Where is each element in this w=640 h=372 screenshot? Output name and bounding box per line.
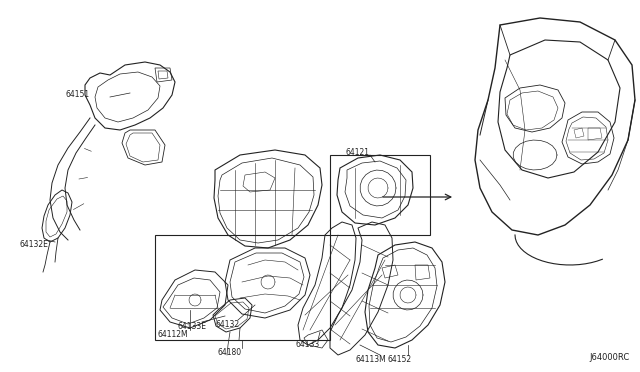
Text: 64121: 64121 (345, 148, 369, 157)
Text: 64113M: 64113M (355, 355, 386, 364)
Text: 64180: 64180 (218, 348, 242, 357)
Text: 64133: 64133 (296, 340, 320, 349)
Bar (155, 235, 330, 340)
Text: 64133E: 64133E (178, 322, 207, 331)
Text: 64112M: 64112M (157, 330, 188, 339)
Text: 64132: 64132 (215, 320, 239, 329)
Text: J64000RC: J64000RC (589, 353, 630, 362)
Text: 64152: 64152 (387, 355, 411, 364)
Text: 64151: 64151 (65, 90, 89, 99)
Bar (330, 155, 430, 235)
Text: 64132E: 64132E (20, 240, 49, 249)
